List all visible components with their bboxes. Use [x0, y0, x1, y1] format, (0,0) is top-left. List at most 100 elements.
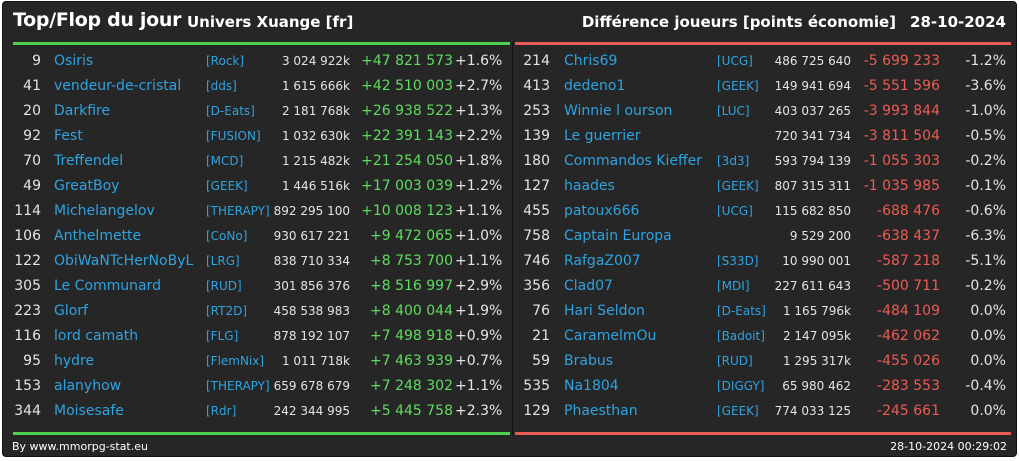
player-name-link[interactable]: dedeno1 — [564, 78, 626, 94]
alliance-tag-link[interactable]: [THERAPY] — [206, 204, 270, 218]
top-losers-list: 214 Chris69 [UCG] 486 725 640 -5 699 233 -1.2… — [513, 49, 1011, 424]
player-name-link[interactable]: lord camath — [54, 328, 139, 344]
player-name-link[interactable]: Clad07 — [564, 278, 613, 294]
player-name-link[interactable]: Treffendel — [54, 153, 124, 169]
player-points: 930 617 221 — [273, 229, 350, 243]
alliance-tag-link[interactable]: [D-Eats] — [717, 304, 766, 318]
alliance-tag-link[interactable]: [LUC] — [717, 104, 750, 118]
points-difference: +21 254 050 — [361, 153, 453, 169]
player-name-link[interactable]: Na1804 — [564, 378, 619, 394]
player-name-link[interactable]: CaramelmOu — [564, 328, 657, 344]
alliance-tag-link[interactable]: [FLG] — [206, 329, 239, 343]
points-difference: +22 391 143 — [361, 128, 453, 144]
top-row: 92 Fest [FUSION] 1 032 630k +22 391 143 +2.2% — [3, 124, 511, 149]
player-name-link[interactable]: Glorf — [54, 303, 88, 319]
player-rank: 59 — [532, 353, 550, 369]
player-name-link[interactable]: Captain Europa — [564, 228, 672, 244]
player-name-link[interactable]: Hari Seldon — [564, 303, 645, 319]
alliance-tag-link[interactable]: [Badoit] — [717, 329, 765, 343]
points-difference: +17 003 039 — [361, 178, 453, 194]
player-name-link[interactable]: Darkfire — [54, 103, 111, 119]
alliance-tag-link[interactable]: [MCD] — [206, 154, 244, 168]
player-rank: 305 — [14, 278, 41, 294]
player-rank: 758 — [523, 228, 550, 244]
alliance-tag-link[interactable]: [FlemNix] — [206, 354, 265, 368]
player-name-link[interactable]: GreatBoy — [54, 178, 120, 194]
points-difference: +8 753 700 — [370, 253, 453, 269]
player-name-link[interactable]: hydre — [54, 353, 95, 369]
percent-change: +0.7% — [455, 353, 503, 369]
player-name-link[interactable]: Chris69 — [564, 53, 618, 69]
player-name-link[interactable]: Winnie l ourson — [564, 103, 673, 119]
alliance-tag-link[interactable]: [UCG] — [717, 54, 753, 68]
alliance-tag-link[interactable]: [RUD] — [206, 279, 242, 293]
points-difference: -3 811 504 — [863, 128, 940, 144]
alliance-tag-link[interactable]: [CoNo] — [206, 229, 248, 243]
player-name-link[interactable]: Michelangelov — [54, 203, 155, 219]
player-points: 1 295 317k — [782, 354, 851, 368]
player-name-link[interactable]: vendeur-de-cristal — [54, 78, 182, 94]
points-difference: -245 661 — [877, 403, 940, 419]
alliance-tag-link[interactable]: [THERAPY] — [206, 379, 270, 393]
percent-change: +1.3% — [455, 103, 503, 119]
alliance-tag-link[interactable]: [Rdr] — [206, 404, 237, 418]
player-name-link[interactable]: Le guerrier — [564, 128, 641, 144]
player-rank: 70 — [23, 153, 41, 169]
player-name-link[interactable]: Osiris — [54, 53, 94, 69]
alliance-tag-link[interactable]: [D-Eats] — [206, 104, 255, 118]
points-difference: +9 472 065 — [370, 228, 453, 244]
flop-row: 129 Phaesthan [GEEK] 774 033 125 -245 661 0.0… — [513, 399, 1011, 424]
alliance-tag-link[interactable]: [LRG] — [206, 254, 240, 268]
player-name-link[interactable]: RafgaZ007 — [564, 253, 641, 269]
player-name-link[interactable]: Phaesthan — [564, 403, 638, 419]
player-rank: 41 — [23, 78, 41, 94]
player-rank: 21 — [532, 328, 550, 344]
points-difference: +26 938 522 — [361, 103, 453, 119]
player-rank: 116 — [14, 328, 41, 344]
player-points: 149 941 694 — [774, 79, 851, 93]
percent-change: -1.2% — [965, 53, 1006, 69]
alliance-tag-link[interactable]: [GEEK] — [206, 179, 248, 193]
flop-row: 535 Na1804 [DIGGY] 65 980 462 -283 553 -0.4% — [513, 374, 1011, 399]
alliance-tag-link[interactable]: [UCG] — [717, 204, 753, 218]
player-name-link[interactable]: ObiWaNTcHerNoByL — [54, 253, 194, 269]
percent-change: +0.9% — [455, 328, 503, 344]
alliance-tag-link[interactable]: [RT2D] — [206, 304, 248, 318]
points-difference: -462 062 — [877, 328, 940, 344]
player-name-link[interactable]: haades — [564, 178, 615, 194]
flop-row: 413 dedeno1 [GEEK] 149 941 694 -5 551 596 -3.… — [513, 74, 1011, 99]
player-points: 227 611 643 — [774, 279, 851, 293]
player-points: 774 033 125 — [774, 404, 851, 418]
player-points: 2 147 095k — [782, 329, 851, 343]
alliance-tag-link[interactable]: [DIGGY] — [717, 379, 765, 393]
top-row: 223 Glorf [RT2D] 458 538 983 +8 400 044 +1.9% — [3, 299, 511, 324]
percent-change: -1.0% — [965, 103, 1006, 119]
top-row: 95 hydre [FlemNix] 1 011 718k +7 463 939 +0.7… — [3, 349, 511, 374]
player-name-link[interactable]: Moisesafe — [54, 403, 124, 419]
flop-row: 127 haades [GEEK] 807 315 311 -1 035 985 -0.1… — [513, 174, 1011, 199]
alliance-tag-link[interactable]: [3d3] — [717, 154, 750, 168]
player-points: 838 710 334 — [273, 254, 350, 268]
alliance-tag-link[interactable]: [FUSION] — [206, 129, 261, 143]
player-points: 9 529 200 — [789, 229, 851, 243]
alliance-tag-link[interactable]: [S33D] — [717, 254, 759, 268]
player-name-link[interactable]: Fest — [54, 128, 83, 144]
column-separator — [512, 42, 513, 435]
percent-change: +1.1% — [455, 203, 503, 219]
alliance-tag-link[interactable]: [RUD] — [717, 354, 753, 368]
percent-change: +1.0% — [455, 228, 503, 244]
alliance-tag-link[interactable]: [dds] — [206, 79, 237, 93]
alliance-tag-link[interactable]: [GEEK] — [717, 179, 759, 193]
alliance-tag-link[interactable]: [GEEK] — [717, 404, 759, 418]
alliance-tag-link[interactable]: [MDI] — [717, 279, 750, 293]
flop-divider-line — [515, 42, 1011, 45]
player-name-link[interactable]: Le Communard — [54, 278, 161, 294]
player-name-link[interactable]: Commandos Kieffer — [564, 153, 702, 169]
alliance-tag-link[interactable]: [Rock] — [206, 54, 245, 68]
player-name-link[interactable]: Brabus — [564, 353, 613, 369]
player-name-link[interactable]: patoux666 — [564, 203, 640, 219]
player-name-link[interactable]: alanyhow — [54, 378, 122, 394]
points-difference: +42 510 003 — [361, 78, 453, 94]
player-name-link[interactable]: Anthelmette — [54, 228, 142, 244]
alliance-tag-link[interactable]: [GEEK] — [717, 79, 759, 93]
